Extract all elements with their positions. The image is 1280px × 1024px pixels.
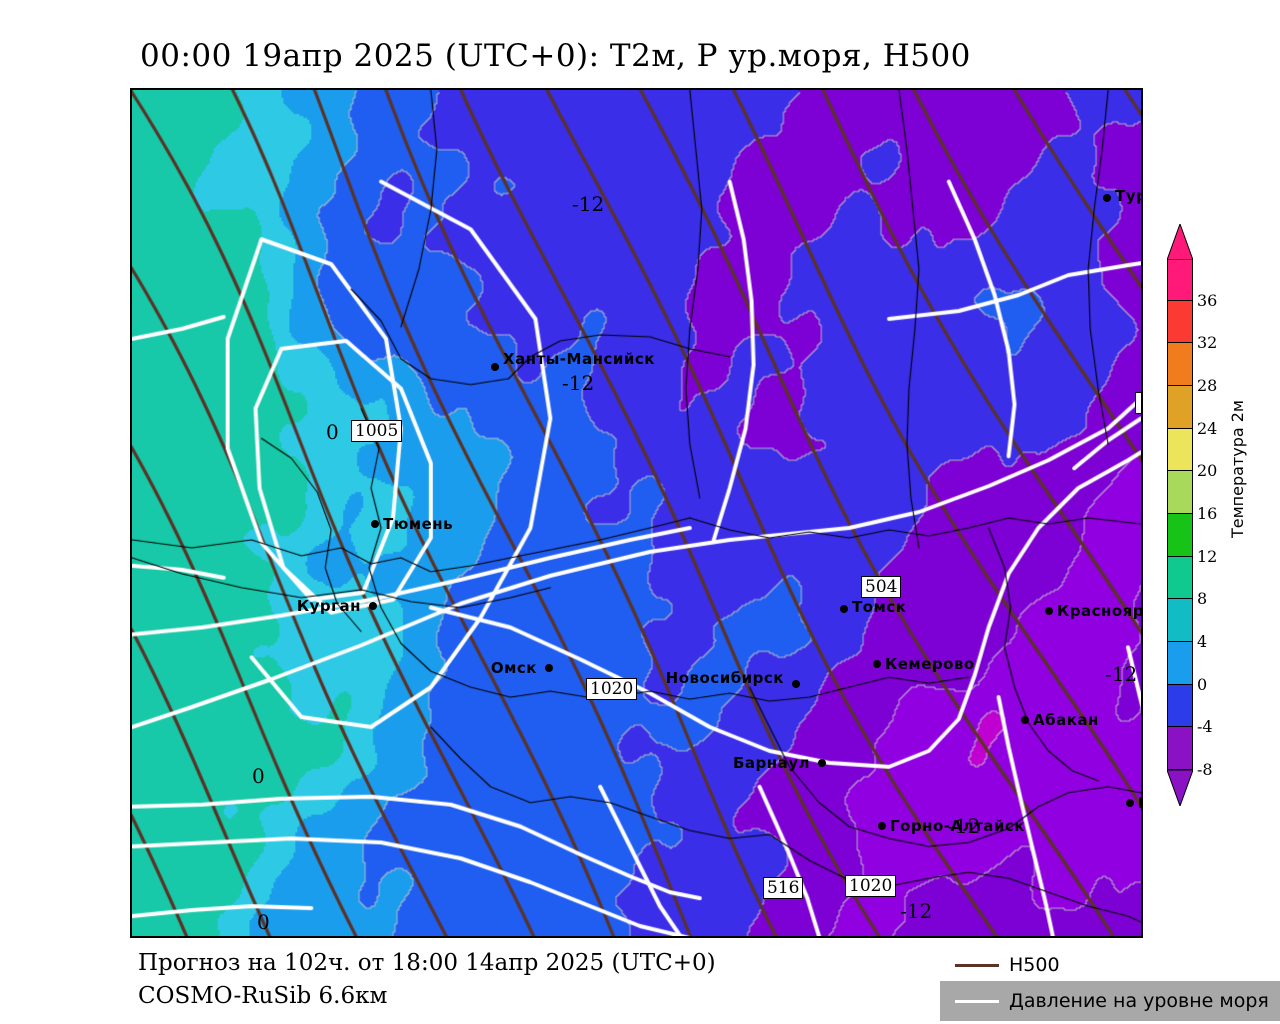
mslp-contour-label: 1005 [1135,392,1141,414]
city-label: Ханты-Мансийск [503,350,655,368]
temperature-contour-label: 0 [252,764,265,788]
colorbar-tick-label: -8 [1197,760,1213,779]
mslp-contour-label: 1005 [351,420,403,442]
colorbar-axis-label: Температура 2м [1228,400,1247,539]
legend-h500-label: H500 [1009,954,1060,976]
colorbar-over-arrow [1166,222,1194,261]
city-label: Тура [1115,187,1141,205]
city-label: Кызыл [1138,794,1141,812]
city-label: Новосибирск [665,669,784,687]
colorbar-tick-label: 28 [1197,376,1218,395]
city-marker-dot [818,759,826,767]
colorbar-band [1167,385,1193,429]
temperature-contour-label: -12 [562,371,595,395]
city-marker-dot [491,363,499,371]
temperature-colorbar: 36 32 28 24 20 16 12 8 4 0 -4 -8 [1166,222,1217,808]
mslp-line-swatch [955,999,999,1003]
colorbar-tick-label: 12 [1197,546,1218,566]
colorbar-band [1167,684,1193,728]
colorbar-tick-label: 16 [1197,504,1218,523]
colorbar-band [1167,428,1193,472]
temperature-contour-label: -12 [1105,662,1138,686]
city-label: Томск [852,598,907,616]
city-marker-dot [1103,194,1111,202]
city-label: Красноярск [1057,602,1143,620]
colorbar-band [1167,513,1193,557]
city-marker-dot [878,822,886,830]
colorbar-tick-label: 24 [1197,418,1218,438]
city-label: Тюмень [383,515,454,533]
city-label: Барнаул [732,754,810,772]
colorbar-tick-label: 0 [1197,674,1208,694]
legend-mslp-label: Давление на уровне моря [1009,990,1269,1012]
map-panel[interactable]: Тура Ханты-Мансийск Тюмень Курган Омск Томск К… [130,88,1143,938]
city-label: Кемерово [885,655,975,673]
city-marker-dot [545,664,553,672]
city-marker-dot [840,605,848,613]
temperature-contour-label: -12 [948,814,981,838]
city-label: Горно-Алтайск [890,817,1025,835]
colorbar-band [1167,258,1193,301]
model-info-line: COSMO-RuSib 6.6км [138,983,388,1009]
city-marker-dot [369,602,377,610]
temperature-contour-label: 0 [326,420,339,444]
temperature-contour-label: -12 [572,192,605,216]
map-raster[interactable] [132,90,1141,936]
city-marker-dot [371,520,379,528]
colorbar-band [1167,599,1193,642]
forecast-info-line: Прогноз на 102ч. от 18:00 14апр 2025 (UT… [138,950,716,976]
colorbar-band [1167,343,1193,386]
city-label: Курган [296,597,361,615]
legend-item-mslp: Давление на уровне моря [955,988,1269,1014]
temperature-contour-label: -12 [900,899,933,923]
city-marker-dot [792,680,800,688]
colorbar-tick-label: 8 [1197,589,1208,609]
colorbar-band [1167,556,1193,600]
mslp-contour-label: 1020 [845,875,897,897]
city-label: Омск [490,659,537,677]
h500-contour-label: 516 [763,877,804,899]
colorbar-band [1167,471,1193,514]
h500-contour-label: 504 [861,576,902,598]
colorbar-under-arrow [1166,769,1194,808]
mslp-contour-label: 1020 [586,678,638,700]
legend-item-h500: H500 [955,952,1060,978]
colorbar-tick-label: 32 [1197,333,1218,353]
colorbar-band [1167,641,1193,685]
temperature-contour-label: 0 [257,910,270,934]
city-label: Абакан [1033,711,1099,729]
colorbar-band [1167,300,1193,344]
colorbar-tick-label: 36 [1197,290,1218,310]
city-marker-dot [1045,607,1053,615]
colorbar-tick-label: -4 [1197,717,1213,737]
colorbar-tick-label: 20 [1197,461,1218,481]
h500-line-swatch [955,963,999,967]
city-marker-dot [1021,716,1029,724]
colorbar-band [1167,727,1193,770]
colorbar-tick-label: 4 [1197,632,1208,651]
city-marker-dot [1126,799,1134,807]
page-title: 00:00 19апр 2025 (UTC+0): Т2м, Р ур.моря… [140,38,971,74]
city-marker-dot [873,660,881,668]
